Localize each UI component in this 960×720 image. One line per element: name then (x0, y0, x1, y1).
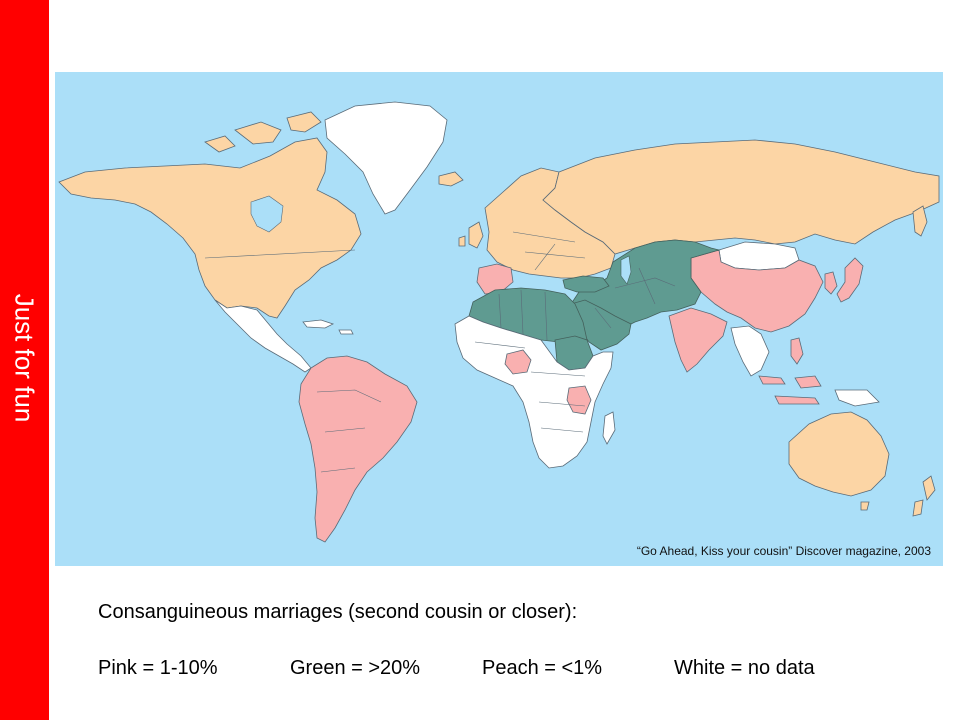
us-canada-border (204, 249, 356, 259)
sa-borders (316, 389, 382, 473)
na-borders (498, 289, 548, 341)
legend-white: White = no data (674, 657, 815, 679)
legend: Pink = 1-10% Green = >20% Peach = <1% Wh… (98, 657, 878, 683)
new-guinea (834, 389, 880, 407)
india (668, 307, 728, 373)
world-map-svg (58, 101, 940, 543)
south-america (298, 355, 418, 543)
europe-borders (512, 231, 586, 271)
tasmania (860, 501, 870, 511)
nigeria (504, 349, 532, 375)
southeast-asia (730, 325, 770, 377)
china (690, 249, 824, 333)
legend-peach: Peach = <1% (482, 657, 603, 679)
korea (824, 271, 838, 295)
iberia (476, 263, 514, 295)
mongolia (718, 241, 800, 271)
caspian-sea (620, 255, 632, 285)
arctic-islands (204, 111, 322, 153)
australia (788, 411, 890, 497)
turkey (562, 275, 610, 293)
legend-pink: Pink = 1-10% (98, 657, 218, 679)
me-borders (594, 267, 676, 329)
russia (542, 139, 940, 255)
new-zealand (912, 475, 936, 517)
caribbean (302, 319, 354, 335)
iceland (438, 171, 464, 187)
far-east-islands (912, 205, 928, 237)
caption: Consanguineous marriages (second cousin … (98, 601, 578, 623)
north-america (58, 137, 362, 319)
africa-borders (474, 341, 586, 433)
japan (836, 257, 864, 303)
red-sidebar: Just for fun (0, 0, 49, 720)
philippines (790, 337, 804, 365)
indonesia (758, 375, 822, 405)
greenland (324, 101, 448, 215)
hudson-bay (250, 195, 284, 233)
tanzania (566, 385, 592, 415)
sidebar-label: Just for fun (9, 293, 40, 423)
british-isles (458, 221, 484, 249)
madagascar (602, 411, 616, 445)
map-citation: “Go Ahead, Kiss your cousin” Discover ma… (636, 544, 931, 558)
legend-green: Green = >20% (290, 657, 421, 679)
sub-saharan-africa (454, 315, 614, 469)
world-map: “Go Ahead, Kiss your cousin” Discover ma… (55, 72, 943, 566)
